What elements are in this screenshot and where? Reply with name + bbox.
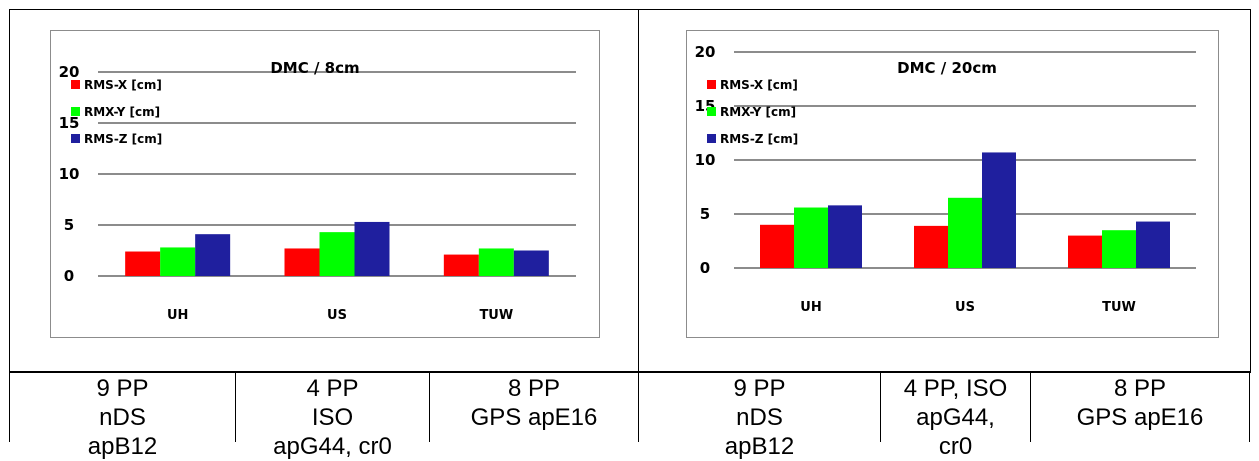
cell-line: ISO (311, 404, 354, 431)
table-cell: 8 PP GPS apE16 (429, 371, 638, 442)
x-tick-label: TUW (1102, 300, 1136, 315)
chart-8cm: 0 5 10 15 20 UH US TUW DMC / 8cm RMS-X [cm] RMX-Y … (50, 30, 600, 338)
x-tick-label: US (327, 308, 347, 323)
legend-label: RMX-Y [cm] (720, 105, 796, 119)
cell-line: 8 PP (1113, 375, 1167, 402)
cell-line: 4 PP, ISO (903, 375, 1008, 402)
x-tick-label: UH (167, 308, 188, 323)
chart-title: DMC / 8cm (270, 59, 359, 77)
bar-rms-z (828, 205, 862, 268)
y-tick-label: 0 (700, 259, 710, 277)
cell-line: cr0 (938, 433, 973, 460)
table-cell: 4 PP, ISO apG44, cr0 (880, 371, 1030, 460)
bar-rmx-y (160, 247, 196, 276)
x-tick-label: UH (800, 300, 821, 315)
bar-rmx-y (948, 197, 982, 268)
cell-line: 9 PP (733, 375, 786, 402)
legend-swatch (707, 107, 716, 116)
bar-rmx-y (319, 232, 355, 276)
bar-rms-x (1068, 235, 1102, 268)
legend-label: RMS-X [cm] (720, 78, 798, 92)
bar-rms-z (513, 250, 549, 276)
bar-rms-x (760, 224, 794, 268)
y-tick-label: 10 (695, 151, 716, 169)
cell-line: 9 PP (96, 375, 149, 402)
cell-line: apB12 (87, 433, 158, 460)
cell-line: GPS apE16 (1076, 404, 1204, 431)
bar-rms-x (914, 225, 948, 268)
bar-rms-z (195, 234, 231, 276)
legend-label: RMX-Y [cm] (84, 105, 160, 119)
cell-line: nDS (99, 404, 146, 431)
y-tick-label: 10 (59, 165, 80, 183)
y-tick-label: 5 (700, 205, 710, 223)
y-tick-label: 20 (695, 43, 716, 61)
table-cell: 9 PP nDS apB12 (9, 371, 235, 460)
legend-swatch (707, 80, 716, 89)
legend-label: RMS-Z [cm] (84, 132, 162, 146)
table-cell: 4 PP ISO apG44, cr0 (235, 371, 429, 460)
bar-rmx-y (794, 207, 828, 268)
legend-swatch (71, 107, 80, 116)
y-tick-label: 5 (64, 216, 74, 234)
bar-rms-x (443, 254, 479, 276)
bar-rms-z (1136, 221, 1170, 268)
cell-line: apG44, (916, 404, 995, 431)
x-tick-label: TUW (479, 308, 513, 323)
legend-swatch (71, 80, 80, 89)
y-tick-label: 15 (59, 114, 80, 132)
x-tick-label: US (955, 300, 975, 315)
bar-rmx-y (1102, 230, 1136, 268)
cell-line: apB12 (724, 433, 795, 460)
legend-label: RMS-Z [cm] (720, 132, 798, 146)
bar-rms-z (354, 221, 390, 276)
legend-swatch (707, 134, 716, 143)
bar-rms-z (982, 152, 1016, 268)
chart-title: DMC / 20cm (897, 59, 997, 77)
chart-20cm: 0 5 10 15 20 UH US TUW DMC / 20cm RMS-X [cm] RMX-Y… (686, 30, 1219, 338)
chart-8cm-svg: 0 5 10 15 20 UH US TUW DMC / 8cm RMS-X [cm] RMX-Y … (59, 59, 576, 323)
cell-line: GPS apE16 (470, 404, 598, 431)
bar-rmx-y (478, 248, 514, 276)
legend-label: RMS-X [cm] (84, 78, 162, 92)
legend-swatch (71, 134, 80, 143)
cell-line: 4 PP (306, 375, 359, 402)
y-tick-label: 20 (59, 63, 80, 81)
cell-line: nDS (736, 404, 783, 431)
bar-rms-x (284, 248, 320, 276)
cell-line: apG44, cr0 (273, 433, 392, 460)
cell-line: 8 PP (507, 375, 561, 402)
bar-rms-x (125, 251, 161, 276)
table-cell: 9 PP nDS apB12 (638, 371, 880, 460)
y-tick-label: 0 (64, 267, 74, 285)
table-cell: 8 PP GPS apE16 (1030, 371, 1250, 442)
